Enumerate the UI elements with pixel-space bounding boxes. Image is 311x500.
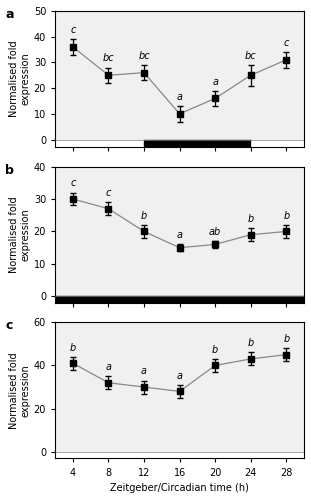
Text: b: b bbox=[248, 338, 254, 348]
Y-axis label: Normalised fold
expression: Normalised fold expression bbox=[9, 41, 31, 117]
Text: bc: bc bbox=[138, 51, 150, 61]
Bar bbox=[251, 140, 304, 147]
X-axis label: Zeitgeber/Circadian time (h): Zeitgeber/Circadian time (h) bbox=[110, 483, 249, 493]
Text: a: a bbox=[177, 371, 183, 381]
Text: c: c bbox=[284, 38, 289, 48]
Y-axis label: Normalised fold
expression: Normalised fold expression bbox=[9, 352, 31, 428]
Text: a: a bbox=[105, 362, 111, 372]
Text: bc: bc bbox=[103, 54, 114, 64]
Text: b: b bbox=[248, 214, 254, 224]
Text: a: a bbox=[212, 76, 218, 86]
Bar bbox=[55, 452, 304, 458]
Bar bbox=[55, 140, 144, 147]
Text: a: a bbox=[177, 92, 183, 102]
Text: c: c bbox=[5, 320, 13, 332]
Text: c: c bbox=[70, 178, 76, 188]
Text: b: b bbox=[141, 211, 147, 221]
Text: c: c bbox=[70, 25, 76, 35]
Text: b: b bbox=[283, 334, 290, 344]
Text: a: a bbox=[5, 8, 14, 21]
Text: c: c bbox=[106, 188, 111, 198]
Text: b: b bbox=[212, 345, 218, 355]
Text: a: a bbox=[177, 230, 183, 240]
Text: b: b bbox=[70, 342, 76, 352]
Text: ab: ab bbox=[209, 227, 221, 237]
Y-axis label: Normalised fold
expression: Normalised fold expression bbox=[9, 196, 31, 273]
Text: b: b bbox=[5, 164, 14, 177]
Bar bbox=[55, 296, 304, 303]
Text: b: b bbox=[283, 211, 290, 221]
Text: bc: bc bbox=[245, 51, 257, 61]
Bar bbox=[144, 140, 251, 147]
Text: a: a bbox=[141, 366, 147, 376]
